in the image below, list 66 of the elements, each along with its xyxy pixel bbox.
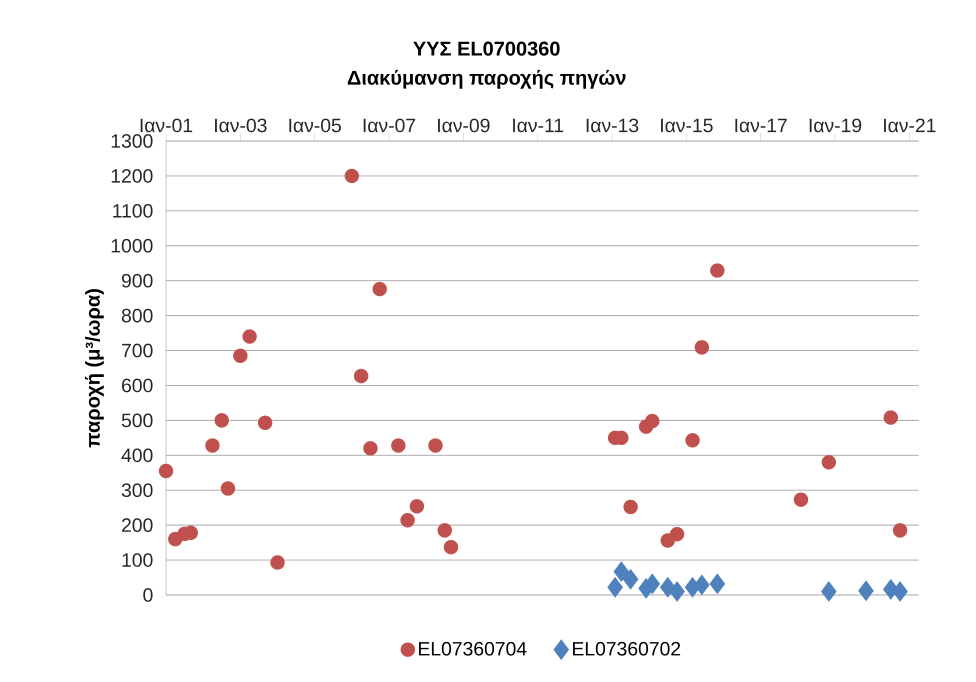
point: [670, 527, 684, 542]
y-tick-label: 0: [143, 588, 153, 602]
point: [270, 555, 285, 570]
point: [614, 561, 630, 582]
chart-subtitle: Διακύμανση παροχής πηγών: [348, 70, 626, 89]
point: [694, 574, 710, 596]
x-tick-label: Ιαν-21: [884, 118, 936, 132]
y-tick-label: 1200: [112, 169, 153, 183]
point: [685, 433, 700, 448]
point: [363, 441, 378, 456]
point: [710, 574, 726, 594]
chart-title: ΥΥΣ EL0700360: [413, 42, 560, 56]
point: [821, 581, 837, 602]
y-tick-label: 400: [121, 448, 153, 462]
x-tick-label: Ιαν-11: [513, 118, 564, 132]
legend-label: EL07360704: [419, 642, 527, 656]
y-tick-label: 300: [122, 483, 153, 498]
point: [438, 523, 452, 538]
point: [400, 513, 415, 528]
point: [205, 438, 220, 453]
point: [214, 413, 229, 428]
x-tick-label: Ιαν-01: [140, 118, 192, 132]
x-tick-label: Ιαν-19: [810, 118, 862, 132]
point: [354, 368, 368, 384]
point: [242, 329, 257, 344]
point: [233, 348, 248, 363]
x-tick-label: Ιαν-05: [289, 118, 341, 132]
x-tick-label: Ιαν-09: [438, 118, 490, 132]
point: [220, 481, 236, 496]
point: [892, 523, 908, 538]
point: [622, 569, 638, 590]
point: [444, 540, 458, 554]
point: [258, 416, 272, 430]
y-tick-label: 800: [122, 308, 153, 322]
y-axis-title: παροχή (μ³/ωρα): [84, 289, 104, 448]
point: [669, 581, 685, 602]
point: [372, 282, 387, 296]
y-tick-label: 700: [122, 344, 153, 358]
point: [710, 263, 725, 278]
y-tick-label: 1100: [113, 204, 153, 218]
legend-label: EL07360702: [573, 642, 680, 656]
y-tick-label: 1000: [112, 238, 153, 253]
point: [344, 168, 360, 184]
x-tick-label: Ιαν-17: [735, 118, 787, 132]
x-tick-label: Ιαν-07: [364, 118, 416, 132]
x-tick-label: Ιαν-13: [586, 118, 638, 132]
point: [884, 410, 898, 425]
point: [428, 438, 443, 453]
y-tick-label: 600: [122, 378, 153, 392]
y-tick-label: 200: [122, 518, 153, 532]
point: [822, 455, 836, 470]
point: [410, 499, 424, 514]
point: [794, 492, 808, 507]
point: [391, 438, 406, 453]
point: [623, 500, 638, 514]
point: [645, 414, 660, 428]
y-tick-label: 500: [122, 414, 153, 428]
point: [858, 580, 874, 602]
x-tick-label: Ιαν-15: [661, 118, 713, 132]
y-tick-label: 1300: [112, 134, 153, 148]
point: [694, 340, 710, 355]
y-tick-label: 100: [122, 553, 153, 567]
x-tick-label: Ιαν-03: [215, 118, 267, 132]
y-tick-label: 900: [122, 274, 153, 288]
point: [158, 464, 174, 478]
point: [607, 577, 623, 598]
